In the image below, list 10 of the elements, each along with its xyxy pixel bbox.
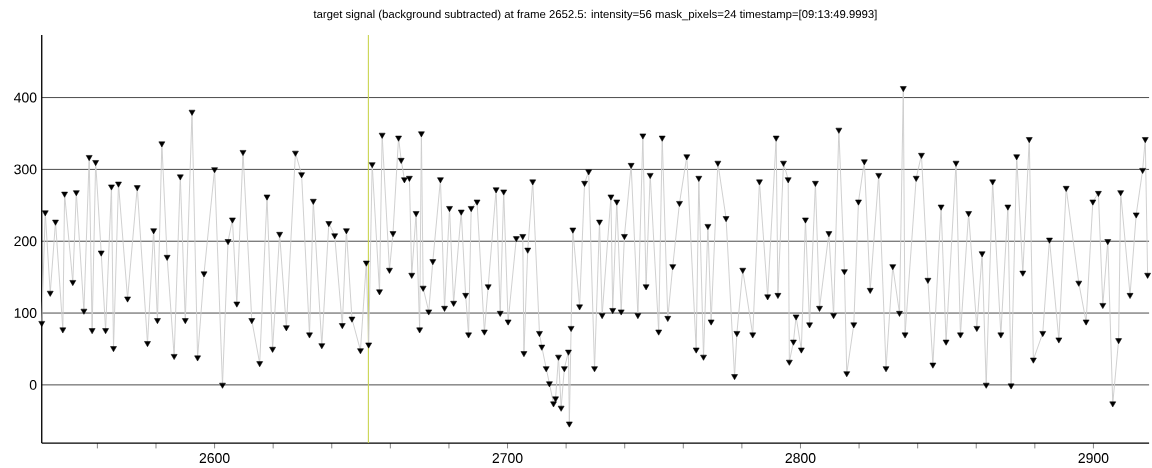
x-tick-label: 2700 [492, 453, 523, 464]
chart-title: target signal (background subtracted) at frame 2652.5: intensity=56 mask_pixels=24 timestamp=[09:13:49.9993] [313, 9, 877, 21]
x-tick-label: 2900 [1078, 453, 1109, 464]
y-tick-label: 400 [13, 92, 37, 103]
y-tick-label: 200 [14, 236, 37, 247]
x-tick-label: 2600 [199, 453, 230, 464]
y-tick-label: 100 [14, 308, 37, 319]
y-tick-label: 0 [29, 379, 37, 390]
y-tick-label: 300 [14, 164, 37, 175]
x-tick-label: 2800 [785, 453, 816, 464]
